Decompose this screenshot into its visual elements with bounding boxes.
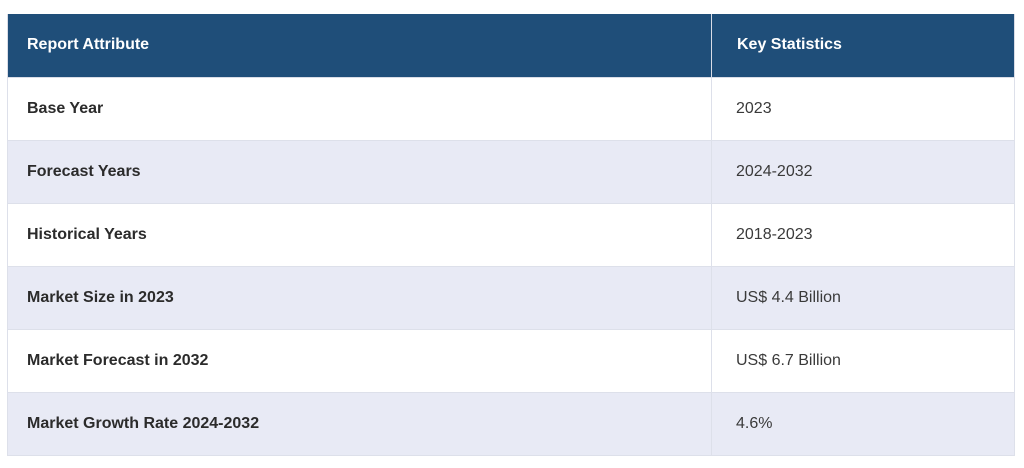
row-attribute: Historical Years	[7, 202, 712, 267]
column-header-key-statistics: Key Statistics	[711, 14, 1015, 78]
table-row-base-year: Base Year 2023	[7, 76, 1015, 141]
table-row-historical-years: Historical Years 2018-2023	[7, 202, 1015, 267]
report-statistics-table: Report Attribute Key Statistics Base Yea…	[7, 14, 1015, 456]
row-value: 2023	[711, 76, 1015, 141]
table-row-market-growth-rate: Market Growth Rate 2024-2032 4.6%	[7, 391, 1015, 456]
row-attribute: Market Forecast in 2032	[7, 328, 712, 393]
table-row-market-size: Market Size in 2023 US$ 4.4 Billion	[7, 265, 1015, 330]
table-row-market-forecast: Market Forecast in 2032 US$ 6.7 Billion	[7, 328, 1015, 393]
column-header-report-attribute: Report Attribute	[7, 14, 712, 78]
row-attribute: Market Growth Rate 2024-2032	[7, 391, 712, 456]
statistics-table-container: Report Attribute Key Statistics Base Yea…	[7, 14, 1015, 456]
row-attribute: Base Year	[7, 76, 712, 141]
row-value: 2024-2032	[711, 139, 1015, 204]
row-attribute: Market Size in 2023	[7, 265, 712, 330]
table-body: Base Year 2023 Forecast Years 2024-2032 …	[7, 76, 1015, 456]
row-value: US$ 4.4 Billion	[711, 265, 1015, 330]
row-value: US$ 6.7 Billion	[711, 328, 1015, 393]
row-attribute: Forecast Years	[7, 139, 712, 204]
table-header-row: Report Attribute Key Statistics	[7, 14, 1015, 78]
row-value: 2018-2023	[711, 202, 1015, 267]
row-value: 4.6%	[711, 391, 1015, 456]
table-header: Report Attribute Key Statistics	[7, 14, 1015, 78]
table-row-forecast-years: Forecast Years 2024-2032	[7, 139, 1015, 204]
